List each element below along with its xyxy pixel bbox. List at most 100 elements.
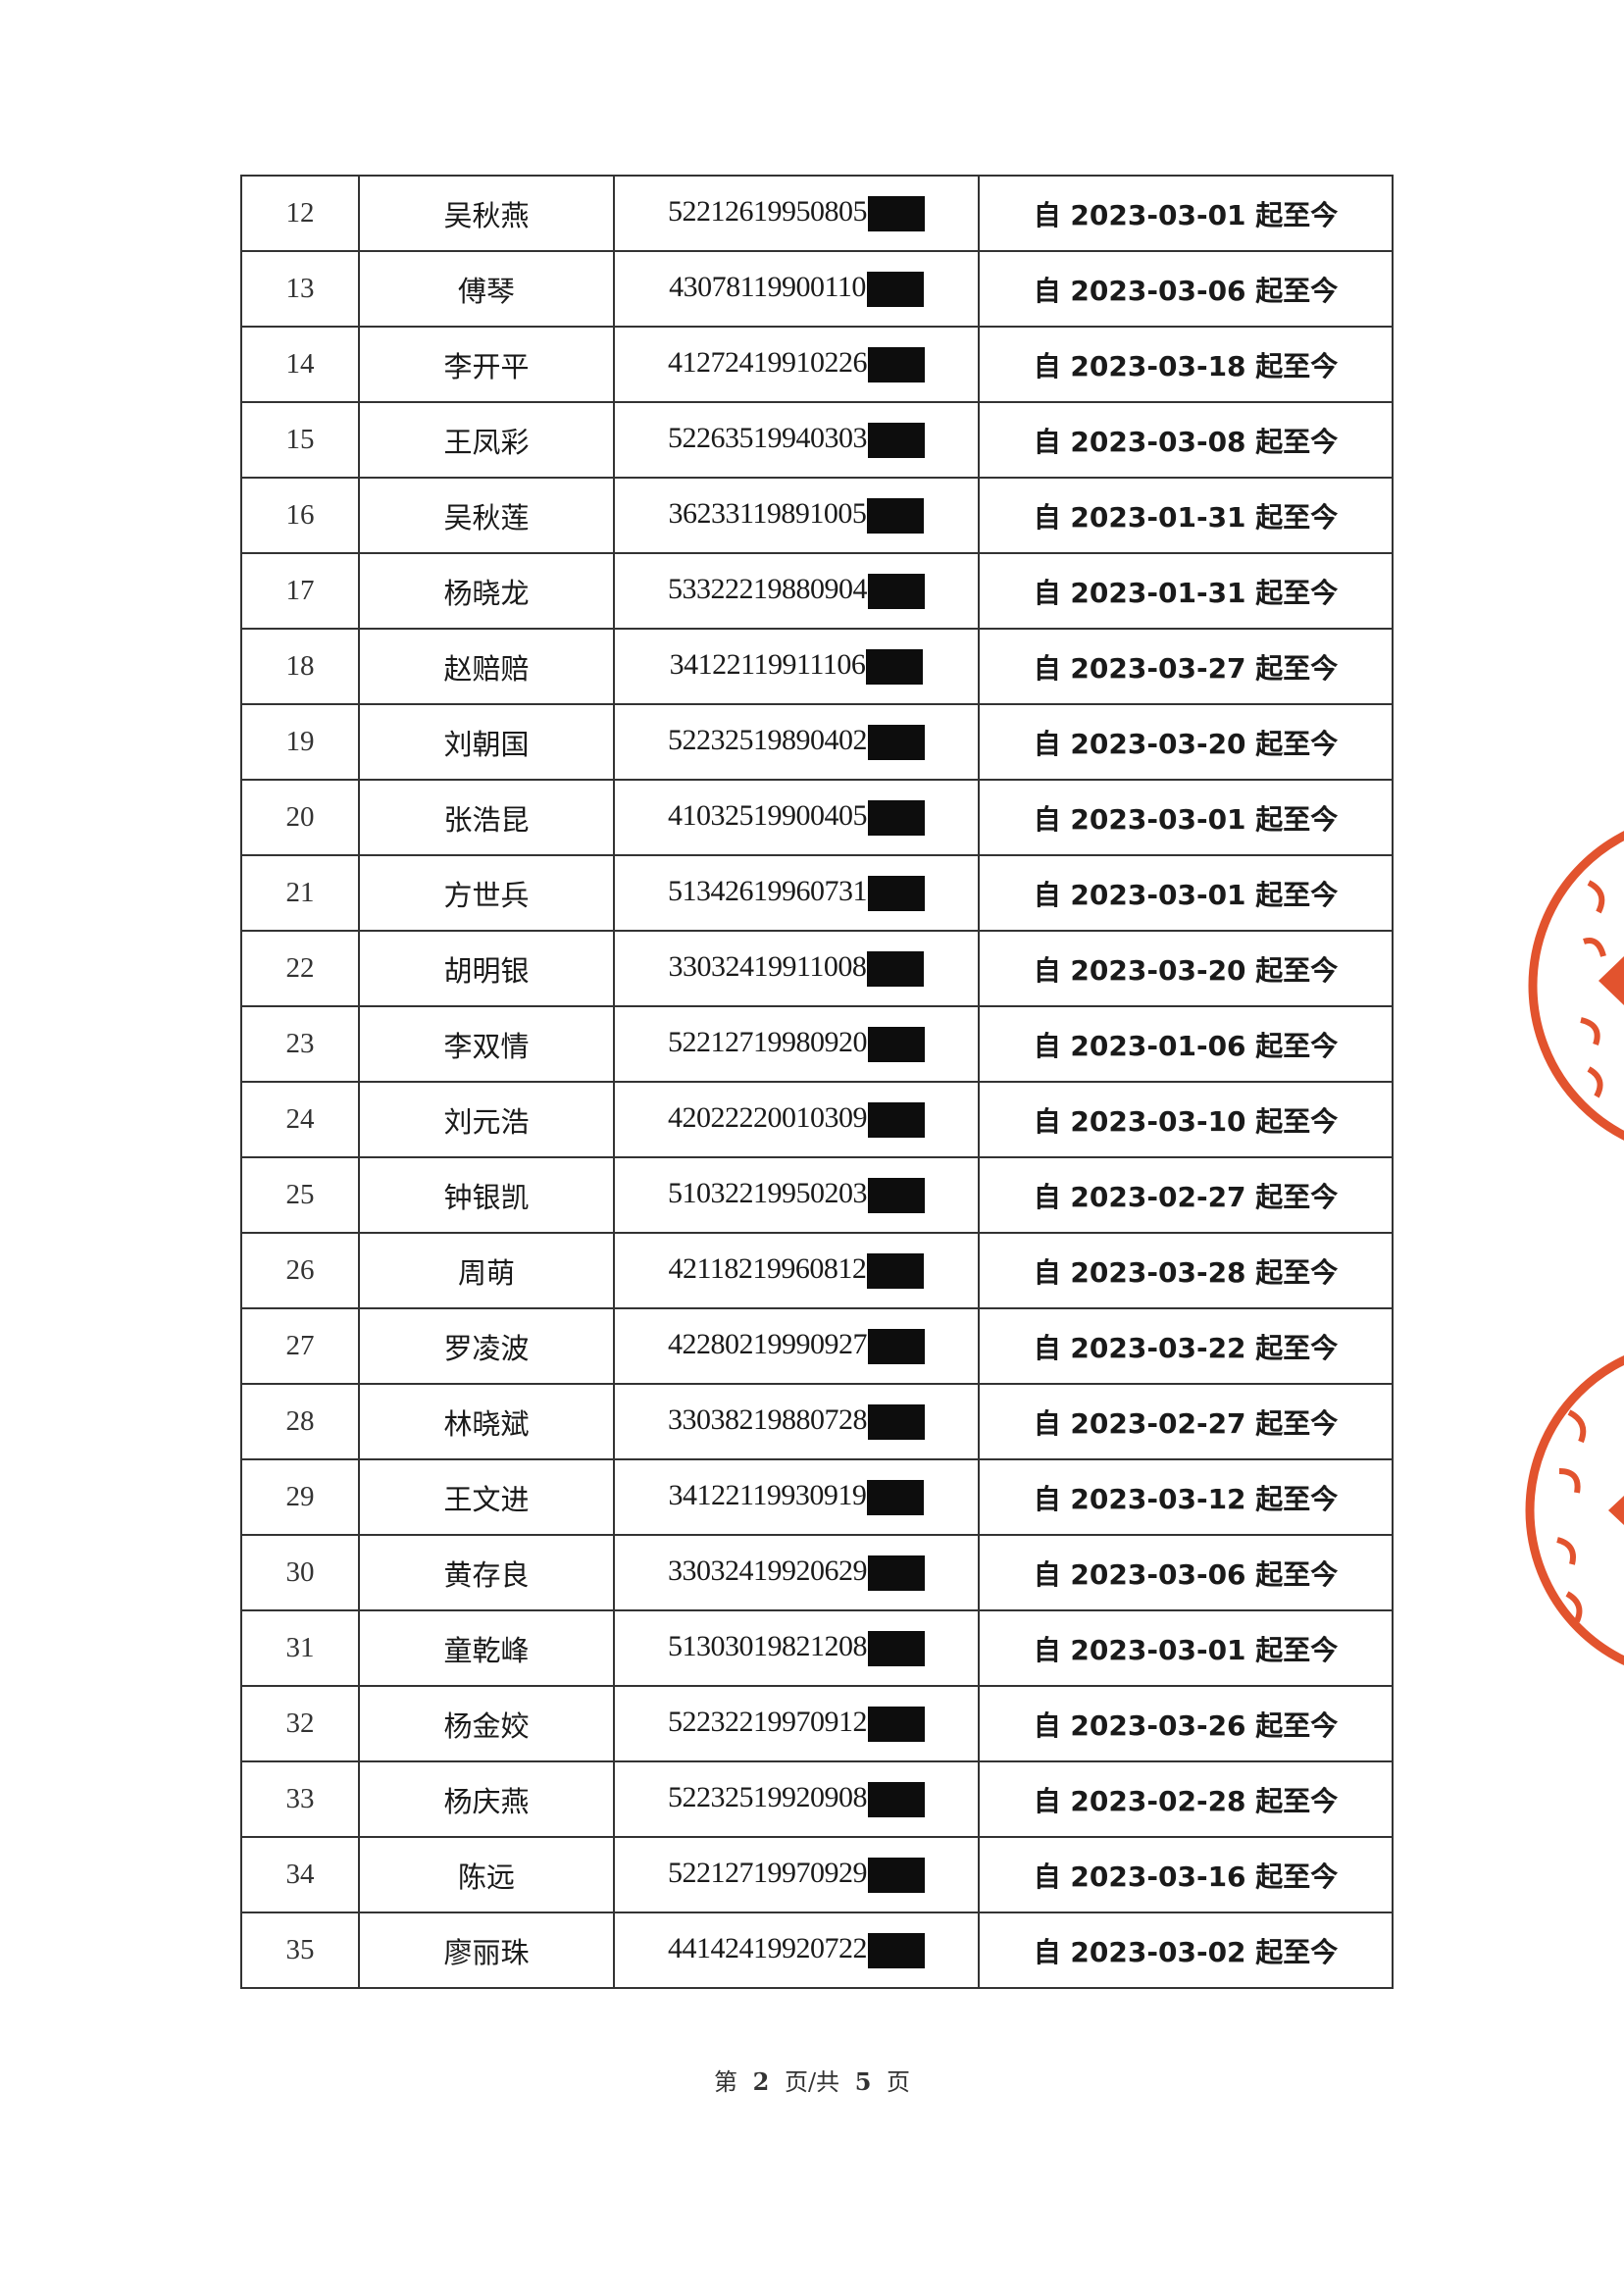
row-number: 15: [240, 401, 360, 479]
id-number-cell: 33032419920629: [613, 1534, 980, 1611]
redaction-block: [868, 1329, 925, 1365]
row-number: 30: [240, 1534, 360, 1611]
id-number: 51303019821208: [668, 1629, 868, 1662]
total-pages: 5: [854, 2067, 872, 2096]
redaction-block: [868, 876, 925, 912]
redaction-block: [868, 800, 925, 837]
id-number: 33032419920629: [668, 1554, 868, 1587]
table-row: 17 杨晓龙 53322219880904 自 2023-01-31 起至今: [240, 552, 1394, 630]
redaction-block: [868, 1782, 925, 1818]
employment-period: 自 2023-03-06 起至今: [978, 1534, 1394, 1611]
employee-name: 赵赔赔: [358, 628, 615, 705]
employment-period: 自 2023-03-16 起至今: [978, 1836, 1394, 1913]
row-number: 33: [240, 1760, 360, 1838]
id-number: 52232519920908: [668, 1780, 868, 1813]
employment-period: 自 2023-01-31 起至今: [978, 552, 1394, 630]
table-row: 14 李开平 41272419910226 自 2023-03-18 起至今: [240, 326, 1394, 403]
id-number: 33032419911008: [668, 949, 867, 983]
table-row: 32 杨金姣 52232219970912 自 2023-03-26 起至今: [240, 1685, 1394, 1762]
id-number: 52212719970929: [668, 1856, 868, 1889]
employee-name: 王凤彩: [358, 401, 615, 479]
table-row: 35 廖丽珠 44142419920722 自 2023-03-02 起至今: [240, 1912, 1394, 1989]
id-number: 36233119891005: [668, 496, 867, 530]
employment-period: 自 2023-03-01 起至今: [978, 779, 1394, 856]
redaction-block: [868, 1933, 925, 1969]
id-number-cell: 52232519920908: [613, 1760, 980, 1838]
employment-period: 自 2023-01-31 起至今: [978, 477, 1394, 554]
row-number: 20: [240, 779, 360, 856]
row-number: 14: [240, 326, 360, 403]
redaction-block: [868, 196, 925, 232]
row-number: 31: [240, 1609, 360, 1687]
redaction-block: [866, 272, 924, 308]
id-number-cell: 42022220010309: [613, 1081, 980, 1158]
employee-name: 刘元浩: [358, 1081, 615, 1158]
redaction-block: [868, 1027, 925, 1063]
id-number-cell: 42118219960812: [613, 1232, 980, 1309]
row-number: 26: [240, 1232, 360, 1309]
employment-period: 自 2023-01-06 起至今: [978, 1005, 1394, 1083]
row-number: 12: [240, 175, 360, 252]
row-number: 19: [240, 703, 360, 781]
employment-period: 自 2023-03-12 起至今: [978, 1458, 1394, 1536]
row-number: 25: [240, 1156, 360, 1234]
table-row: 12 吴秋燕 52212619950805 自 2023-03-01 起至今: [240, 175, 1394, 252]
employment-period: 自 2023-03-10 起至今: [978, 1081, 1394, 1158]
employee-name: 钟银凯: [358, 1156, 615, 1234]
current-page: 2: [752, 2067, 770, 2096]
id-number: 52212619950805: [668, 194, 868, 228]
id-number-cell: 36233119891005: [613, 477, 980, 554]
employee-name: 罗凌波: [358, 1307, 615, 1385]
id-number: 42280219990927: [668, 1327, 868, 1360]
id-number: 41032519900405: [668, 798, 868, 832]
employee-name: 刘朝国: [358, 703, 615, 781]
id-number: 44142419920722: [668, 1931, 868, 1964]
page-footer: 第 2 页/共 5 页: [0, 2063, 1624, 2097]
row-number: 23: [240, 1005, 360, 1083]
employment-period: 自 2023-03-01 起至今: [978, 854, 1394, 932]
id-number: 43078119900110: [669, 270, 866, 303]
redaction-block: [867, 951, 925, 988]
id-number-cell: 34122119930919: [613, 1458, 980, 1536]
employment-period: 自 2023-03-22 起至今: [978, 1307, 1394, 1385]
redaction-block: [868, 1555, 925, 1592]
id-number: 52232519890402: [668, 723, 868, 756]
company-seal-upper: [1528, 831, 1624, 1141]
table-row: 21 方世兵 51342619960731 自 2023-03-01 起至今: [240, 854, 1394, 932]
id-number: 51342619960731: [668, 874, 868, 907]
row-number: 32: [240, 1685, 360, 1762]
redaction-block: [868, 1102, 925, 1139]
table-row: 13 傅琴 43078119900110 自 2023-03-06 起至今: [240, 250, 1394, 328]
redaction-block: [868, 423, 925, 459]
redaction-block: [868, 1404, 925, 1441]
id-number-cell: 52212719970929: [613, 1836, 980, 1913]
table-row: 24 刘元浩 42022220010309 自 2023-03-10 起至今: [240, 1081, 1394, 1158]
company-seal-lower: [1525, 1355, 1624, 1665]
footer-prefix: 第: [713, 2068, 737, 2096]
table-row: 20 张浩昆 41032519900405 自 2023-03-01 起至今: [240, 779, 1394, 856]
row-number: 24: [240, 1081, 360, 1158]
id-number-cell: 42280219990927: [613, 1307, 980, 1385]
row-number: 28: [240, 1383, 360, 1460]
redaction-block: [868, 1178, 925, 1214]
id-number-cell: 41032519900405: [613, 779, 980, 856]
row-number: 29: [240, 1458, 360, 1536]
id-number: 52263519940303: [668, 421, 868, 454]
id-number: 41272419910226: [668, 345, 868, 379]
row-number: 13: [240, 250, 360, 328]
row-number: 17: [240, 552, 360, 630]
id-number-cell: 52212719980920: [613, 1005, 980, 1083]
employee-name: 陈远: [358, 1836, 615, 1913]
id-number: 34122119930919: [668, 1478, 867, 1511]
id-number-cell: 51342619960731: [613, 854, 980, 932]
employee-name: 周萌: [358, 1232, 615, 1309]
employee-name: 杨庆燕: [358, 1760, 615, 1838]
redaction-block: [866, 649, 924, 686]
id-number-cell: 43078119900110: [613, 250, 980, 328]
employee-name: 杨晓龙: [358, 552, 615, 630]
id-number-cell: 33038219880728: [613, 1383, 980, 1460]
table-row: 30 黄存良 33032419920629 自 2023-03-06 起至今: [240, 1534, 1394, 1611]
row-number: 22: [240, 930, 360, 1007]
id-number-cell: 53322219880904: [613, 552, 980, 630]
row-number: 35: [240, 1912, 360, 1989]
